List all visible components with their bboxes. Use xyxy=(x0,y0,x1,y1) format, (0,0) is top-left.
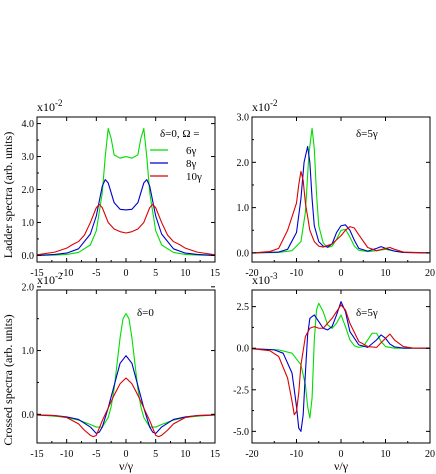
panel-a-multiplier: x10-2 xyxy=(37,98,63,114)
panel-c-ytick-label: 1.0 xyxy=(22,346,35,357)
panel-d-frame xyxy=(251,289,431,444)
panel-b-xtick-label: -10 xyxy=(290,268,303,279)
panel-a-ytick-label: 2.0 xyxy=(22,185,35,196)
panel-c-ytick-label: 0.0 xyxy=(22,410,35,421)
panel-c-xtick-label: 0 xyxy=(124,449,129,460)
panel-a-xtick-label: -10 xyxy=(60,268,73,279)
panel-b-xtick-label: -20 xyxy=(245,268,258,279)
panel-b-ytick-label: 0.0 xyxy=(237,248,250,259)
panel-a-ytick-label: 1.0 xyxy=(22,218,35,229)
panel-c-series-8g xyxy=(36,355,216,434)
panel-d-series-10g xyxy=(251,304,431,416)
panel-d-series-6g xyxy=(251,302,430,419)
panel-c-xtick-label: -15 xyxy=(30,449,43,460)
legend-label-6g: 6γ xyxy=(186,145,197,157)
panel-d-xtick-label: 20 xyxy=(425,449,435,460)
panel-c-annotation: δ=0 xyxy=(137,307,154,319)
ylabel-bottom: Crossed spectra (arb. units) xyxy=(1,314,15,445)
panel-a-series-6g xyxy=(36,127,216,256)
panel-d-xtick-label: -20 xyxy=(245,449,258,460)
panel-a-xtick-label: 15 xyxy=(210,268,220,279)
panel-b-annotation: δ=5γ xyxy=(356,128,378,140)
panel-b-ytick-label: 2.0 xyxy=(237,158,250,169)
panel-a-ytick-label: 0.0 xyxy=(22,251,35,262)
panel-b-ytick-label: 1.0 xyxy=(237,203,250,214)
panel-b-xtick-label: 20 xyxy=(425,268,435,279)
panel-d-xtick-label: 0 xyxy=(339,449,344,460)
panel-c-xtick-label: 10 xyxy=(180,449,190,460)
panel-d-annotation: δ=5γ xyxy=(356,307,378,319)
panel-a-xtick-label: 0 xyxy=(124,268,129,279)
panel-b-series-6g xyxy=(251,127,431,254)
panel-a-annotation: δ=0, Ω = xyxy=(160,128,200,140)
panel-a-xtick-label: -15 xyxy=(30,268,43,279)
panel-a-ytick-label: 4.0 xyxy=(22,119,35,130)
panel-b-ytick-label: 3.0 xyxy=(237,113,250,124)
panel-a-xtick-label: 10 xyxy=(180,268,190,279)
panel-a-series-8g xyxy=(36,179,216,256)
panel-a-xtick-label: 5 xyxy=(153,268,158,279)
panel-c-multiplier: x10-2 xyxy=(37,271,63,287)
panel-c-frame xyxy=(36,289,216,444)
panel-c-series-6g xyxy=(36,313,216,428)
panel-d-ytick-label: 2.5 xyxy=(237,302,250,313)
panel-c-series-10g xyxy=(36,377,216,438)
xlabel-right: ν/γ xyxy=(334,459,349,473)
xlabel-left: ν/γ xyxy=(119,459,134,473)
panel-d-xtick-label: -10 xyxy=(290,449,303,460)
panel-b-xtick-label: 0 xyxy=(339,268,344,279)
panel-a-series-10g xyxy=(36,203,216,256)
panel-d-ytick-label: 0.0 xyxy=(237,344,250,355)
panel-b-frame xyxy=(251,116,431,263)
panel-d: -20 -10 0 10 20 -5.0 -2.5 0.0 2.5 x10-3 δ=5γ xyxy=(233,271,435,460)
panel-b-xtick-label: 10 xyxy=(381,268,391,279)
panel-c-xtick-label: -5 xyxy=(92,449,100,460)
legend-label-10g: 10γ xyxy=(186,171,202,183)
panel-d-ytick-label: -5.0 xyxy=(233,427,249,438)
panel-a-xtick-label: -5 xyxy=(92,268,100,279)
panel-c-xtick-label: 15 xyxy=(210,449,220,460)
panel-d-multiplier: x10-3 xyxy=(252,271,278,287)
panel-d-xtick-label: 10 xyxy=(381,449,391,460)
panel-b-series-10g xyxy=(251,170,431,254)
panel-b-series-8g xyxy=(251,145,431,254)
legend-label-8g: 8γ xyxy=(186,158,197,170)
panel-a-ytick-label: 3.0 xyxy=(22,152,35,163)
panel-d-ytick-label: -2.5 xyxy=(233,385,249,396)
ylabel-top: Ladder spectra (arb. units) xyxy=(1,132,15,259)
panel-b-multiplier: x10-2 xyxy=(252,98,278,114)
panel-c-ytick-label: 2.0 xyxy=(22,282,35,293)
panel-c-xtick-label: 5 xyxy=(153,449,158,460)
panel-c-xtick-label: -10 xyxy=(60,449,73,460)
panel-d-series-8g xyxy=(251,301,431,432)
